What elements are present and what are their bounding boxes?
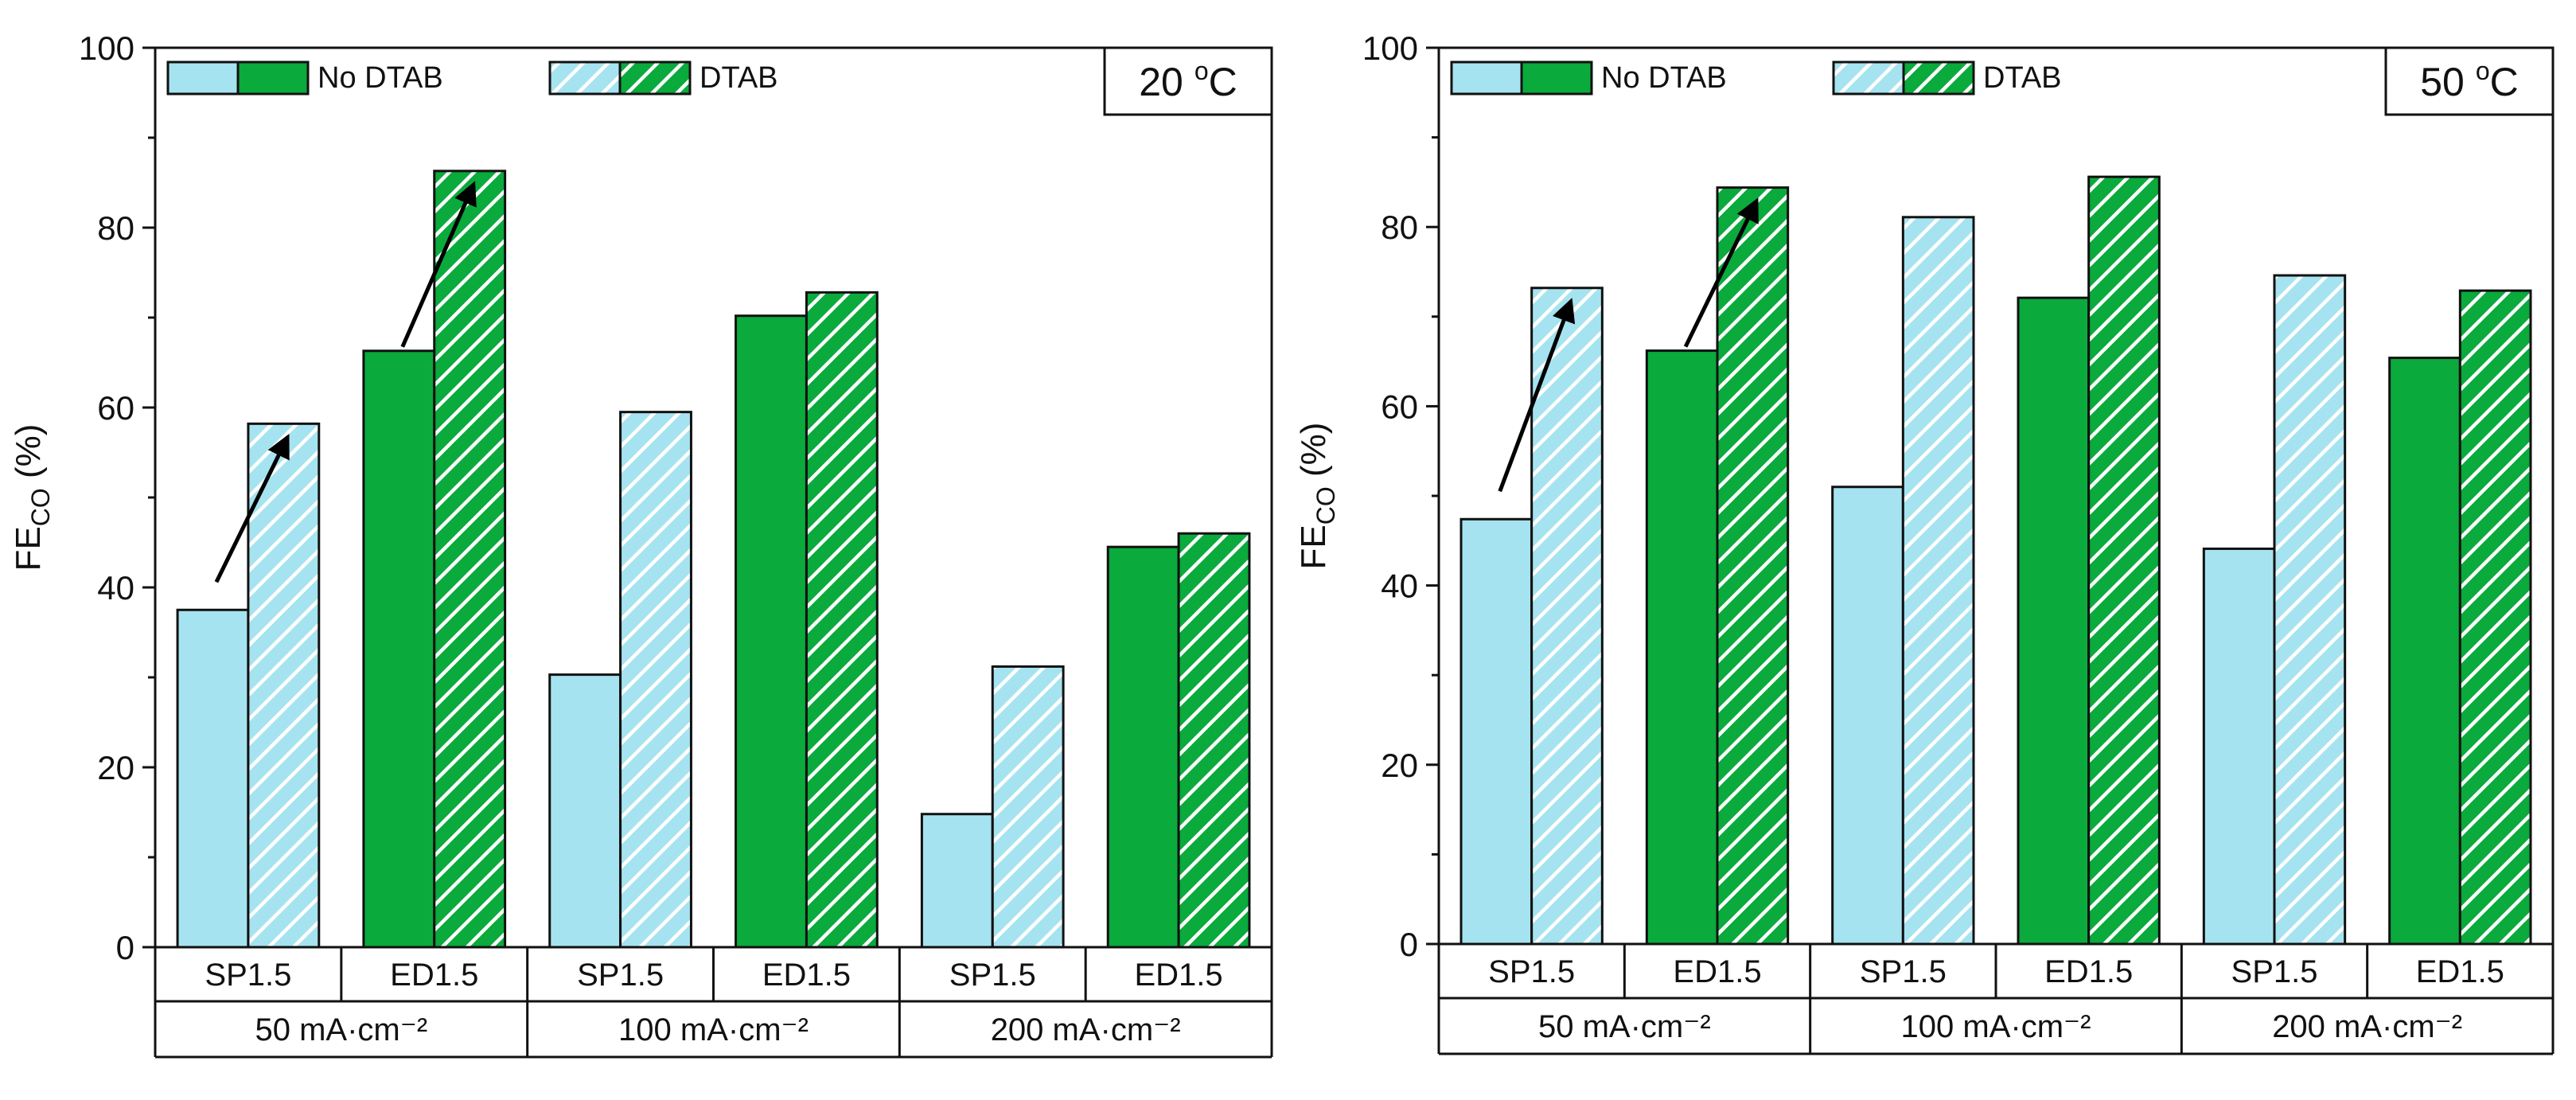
- legend-label: DTAB: [1983, 61, 2062, 95]
- bar-dtab-sp-group3: [2273, 274, 2347, 946]
- y-tick-label: 40: [97, 569, 134, 607]
- increase-arrow: [214, 433, 290, 583]
- legend-swatch-sp: [166, 60, 240, 96]
- temperature-label: 50 oC: [2420, 57, 2519, 104]
- y-tick-label: 40: [1381, 568, 1418, 605]
- category-label: ED1.5: [2416, 954, 2504, 989]
- legend-label: DTAB: [700, 61, 778, 95]
- plot-frame: [154, 46, 1273, 949]
- bar-dtab-ed-group3: [2458, 289, 2532, 946]
- bar-no-dtab-ed-group1: [362, 349, 436, 949]
- bar-no-dtab-sp-group2: [1831, 486, 1904, 946]
- y-tick-label: 100: [1362, 29, 1418, 67]
- legend-swatch-sp: [1450, 60, 1523, 96]
- temperature-box: [1103, 46, 1273, 116]
- increase-arrow: [400, 181, 477, 348]
- y-tick-label: 20: [1381, 747, 1418, 784]
- y-tick-label: 0: [1400, 926, 1418, 963]
- y-tick-label: 60: [97, 389, 134, 427]
- y-tick-label: 0: [116, 929, 134, 966]
- current-density-label: 50 mA·cm⁻²: [1538, 1009, 1711, 1044]
- temperature-value: 20: [1139, 60, 1183, 104]
- legend-swatch-ed: [1902, 60, 1975, 96]
- category-label: ED1.5: [1673, 954, 1761, 989]
- bar-dtab-sp-group1: [1530, 287, 1604, 946]
- legend-label: No DTAB: [1601, 61, 1727, 95]
- bar-no-dtab-ed-group3: [1106, 545, 1180, 949]
- bar-no-dtab-sp-group2: [548, 673, 622, 949]
- temperature-value: 50: [2420, 60, 2465, 104]
- category-label: SP1.5: [205, 958, 291, 993]
- legend-swatch-ed: [236, 60, 310, 96]
- current-density-label: 200 mA·cm⁻²: [991, 1012, 1181, 1047]
- chart-panel-20c: 0 20 40 60 80 100 FECO (%) SP1.5 ED1.5 50 mA·cm⁻²…: [9, 29, 1273, 1059]
- bar-dtab-sp-group2: [1901, 216, 1975, 946]
- bar-dtab-sp-group2: [619, 411, 692, 949]
- increase-arrow: [1683, 197, 1759, 348]
- y-axis-title-sub: CO: [26, 488, 55, 526]
- category-label: SP1.5: [1860, 954, 1947, 989]
- category-label: ED1.5: [390, 958, 478, 993]
- current-density-label: 100 mA·cm⁻²: [618, 1012, 809, 1047]
- category-label: SP1.5: [949, 958, 1036, 993]
- temperature-box: [2384, 46, 2555, 116]
- y-axis-title: FECO (%): [9, 424, 55, 571]
- y-axis-title-suffix: (%): [1294, 423, 1333, 487]
- category-label: SP1.5: [1488, 954, 1575, 989]
- degree-symbol: o: [1194, 57, 1209, 85]
- increase-arrow: [1498, 298, 1576, 493]
- y-tick-label: 80: [97, 209, 134, 247]
- y-tick-label: 20: [97, 749, 134, 786]
- bar-dtab-sp-group1: [247, 422, 321, 949]
- legend-swatch-ed: [618, 60, 692, 96]
- degree-symbol: o: [2476, 57, 2490, 85]
- bar-no-dtab-ed-group1: [1645, 349, 1719, 946]
- current-density-label: 100 mA·cm⁻²: [1901, 1009, 2091, 1044]
- category-label: SP1.5: [577, 958, 664, 993]
- y-tick-label: 80: [1381, 209, 1418, 246]
- bar-dtab-ed-group2: [2087, 175, 2161, 946]
- category-label: ED1.5: [1134, 958, 1222, 993]
- bar-dtab-ed-group2: [805, 291, 879, 949]
- y-axis-title-main: FE: [9, 526, 48, 571]
- current-density-label: 200 mA·cm⁻²: [2272, 1009, 2462, 1044]
- y-axis-title: FECO (%): [1294, 423, 1340, 570]
- legend-label: No DTAB: [318, 61, 443, 95]
- current-density-label: 50 mA·cm⁻²: [255, 1012, 427, 1047]
- y-axis-title-main: FE: [1294, 525, 1333, 569]
- bar-no-dtab-sp-group1: [1459, 517, 1534, 946]
- chart-panel-50c: 0 20 40 60 80 100 FECO (%) SP1.5 ED1.5 50 mA·cm⁻²…: [1294, 29, 2555, 1055]
- bar-dtab-ed-group1: [433, 170, 507, 949]
- bar-no-dtab-sp-group1: [176, 608, 250, 949]
- y-axis-title-suffix: (%): [9, 424, 48, 489]
- y-tick-label: 60: [1381, 388, 1418, 425]
- temperature-unit: C: [2490, 60, 2519, 104]
- bar-no-dtab-sp-group3: [2202, 547, 2276, 946]
- bar-no-dtab-sp-group3: [920, 813, 994, 949]
- y-axis-title-sub: CO: [1311, 486, 1340, 525]
- category-label: ED1.5: [762, 958, 851, 993]
- temperature-unit: C: [1209, 60, 1237, 104]
- legend-swatch-sp: [1832, 60, 1905, 96]
- legend-swatch-sp: [548, 60, 622, 96]
- plot-frame: [1437, 46, 2555, 946]
- bar-dtab-ed-group1: [1716, 186, 1790, 946]
- bar-dtab-sp-group3: [991, 665, 1065, 949]
- bar-dtab-ed-group3: [1177, 532, 1251, 949]
- bar-no-dtab-ed-group2: [735, 314, 808, 949]
- bar-no-dtab-ed-group3: [2388, 357, 2461, 946]
- category-label: ED1.5: [2044, 954, 2133, 989]
- y-tick-label: 100: [79, 29, 134, 67]
- bar-no-dtab-ed-group2: [2017, 296, 2091, 946]
- category-label: SP1.5: [2231, 954, 2318, 989]
- temperature-label: 20 oC: [1139, 57, 1237, 104]
- legend-swatch-ed: [1520, 60, 1593, 96]
